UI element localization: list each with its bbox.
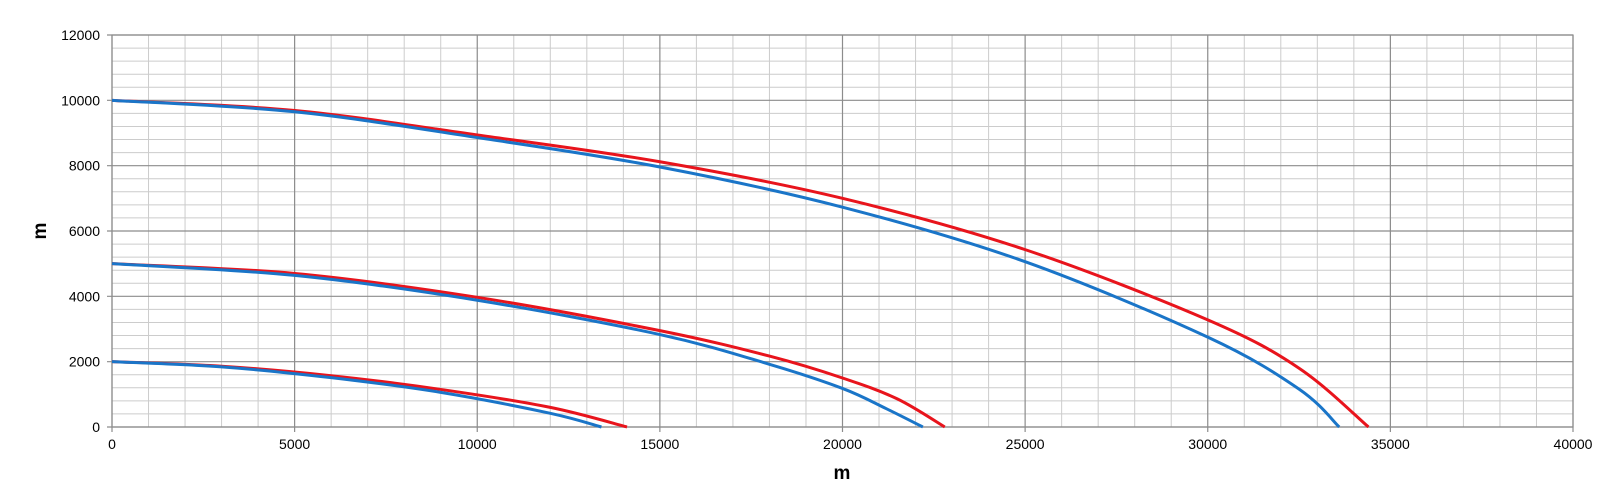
series-line-blue-2	[111, 98, 1341, 429]
x-tick-label: 5000	[279, 436, 310, 452]
y-tick-label: 2000	[69, 354, 100, 370]
y-tick-label: 4000	[69, 288, 100, 304]
series-line-red-3	[111, 262, 946, 429]
x-tick-label: 25000	[1006, 436, 1045, 452]
x-tick-label: 40000	[1554, 436, 1593, 452]
x-tick-label: 0	[108, 436, 116, 452]
grid-major	[107, 34, 1574, 432]
x-tick-label: 15000	[640, 436, 679, 452]
y-tick-labels: 0 2000 4000 6000 8000 10000 12000	[61, 27, 100, 435]
x-axis-label: m	[834, 463, 851, 484]
y-tick-label: 0	[92, 419, 100, 435]
x-tick-label: 20000	[823, 436, 862, 452]
x-tick-label: 10000	[458, 436, 497, 452]
y-tick-label: 12000	[61, 27, 100, 43]
y-tick-label: 6000	[69, 223, 100, 239]
plot-border	[111, 34, 1574, 428]
y-axis-label: m	[30, 223, 51, 240]
series-layer	[111, 98, 1370, 429]
x-tick-label: 30000	[1188, 436, 1227, 452]
y-tick-label: 8000	[69, 158, 100, 174]
series-line-blue-4	[111, 262, 924, 429]
x-tick-labels: 0 5000 10000 15000 20000 25000 30000 35000 40000	[108, 436, 1593, 452]
series-line-red-1	[111, 98, 1370, 429]
x-tick-label: 35000	[1371, 436, 1410, 452]
series-line-blue-6	[111, 360, 602, 429]
y-tick-label: 10000	[61, 92, 100, 108]
